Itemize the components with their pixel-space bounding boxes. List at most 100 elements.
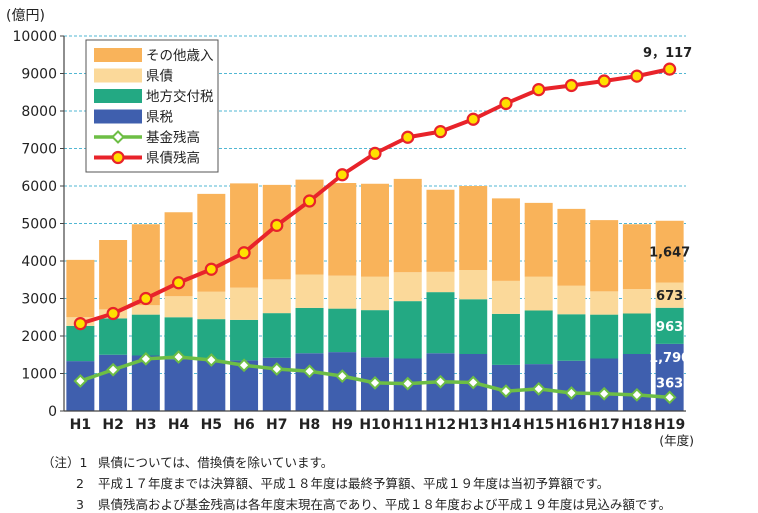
point-県債残高-H9 (335, 168, 349, 182)
point-県債残高-H19 (663, 62, 677, 76)
point-県債残高-H11 (401, 130, 415, 144)
point-県債残高-H15 (532, 83, 546, 97)
point-基金残高-H15 (531, 381, 546, 396)
legend-marker-県債残高 (111, 150, 125, 165)
bar-H3-県債 (131, 305, 160, 315)
bar-H11-県債 (393, 272, 422, 302)
point-基金残高-H18 (629, 387, 644, 402)
bar-H13-県債 (459, 270, 488, 300)
y-tick-label: 3000 (21, 292, 57, 308)
bar-H12-地方交付税 (426, 292, 455, 354)
bar-H12-県債 (426, 271, 455, 293)
x-tick-label-H15: H15 (523, 417, 554, 433)
point-基金残高-H13 (466, 375, 481, 390)
y-tick-label: 2000 (21, 329, 57, 345)
x-tick-label-H1: H1 (70, 417, 91, 433)
bar-H2-その他歳入 (99, 240, 128, 310)
bar-H11-その他歳入 (393, 178, 422, 273)
legend-label-県税: 県税 (146, 110, 173, 126)
bar-H17-地方交付税 (590, 314, 619, 359)
y-tick-label: 0 (48, 404, 57, 420)
x-tick-label-H12: H12 (425, 417, 456, 433)
bar-H8-県債 (295, 274, 324, 308)
x-tick-label-H16: H16 (556, 417, 587, 433)
point-基金残高-H8 (302, 364, 317, 379)
bar-H3-地方交付税 (131, 314, 160, 356)
bar-H4-県税 (164, 359, 193, 411)
bar-H19-県債 (655, 282, 684, 308)
bar-H5-県債 (197, 291, 226, 320)
note-2-text: 平成１７年度までは決算額、平成１８年度は最終予算額、平成１９年度は当初予算額です… (97, 476, 610, 491)
bar-H19-地方交付税 (655, 307, 684, 344)
point-基金残高-H3 (138, 351, 153, 366)
bar-H14-県債 (491, 280, 520, 314)
bar-H9-その他歳入 (328, 183, 357, 276)
point-基金残高-H19 (662, 390, 677, 405)
bar-H19-その他歳入 (655, 220, 684, 283)
bar-H17-その他歳入 (590, 220, 619, 292)
point-基金残高-H4 (171, 350, 186, 364)
x-tick-label-H3: H3 (135, 417, 156, 433)
note-3-text: 県債残高および基金残高は各年度末現在高であり、平成１８年度および平成１９年度は見… (97, 497, 672, 512)
point-基金残高-H6 (237, 358, 251, 373)
note-3-number: 3 (76, 497, 84, 512)
x-tick-label-H6: H6 (233, 417, 254, 433)
bar-H1-その他歳入 (66, 259, 95, 318)
bar-H8-県税 (295, 353, 324, 411)
bar-H8-地方交付税 (295, 307, 324, 354)
bar-H18-県税 (622, 354, 651, 411)
revenue-chart: 0 1000 2000 3000 4000 5000 6000 7000 8000 9000 100… (6, 8, 694, 448)
point-基金残高-H11 (400, 376, 415, 391)
data-label-3: 963 (656, 320, 683, 335)
y-tick-label: 5000 (21, 217, 57, 233)
point-基金残高-H5 (204, 353, 219, 367)
legend-label-基金残高: 基金残高 (146, 129, 200, 146)
data-label-0: 9，117 (643, 46, 692, 61)
note-1-number: （注）1 (42, 455, 88, 470)
bar-H13-その他歳入 (459, 186, 488, 270)
x-tick-label-H9: H9 (332, 417, 353, 433)
y-unit-label: (億円) (6, 8, 45, 24)
bar-H15-その他歳入 (524, 202, 553, 277)
x-tick-label-H7: H7 (266, 417, 287, 433)
bar-H10-県債 (361, 276, 389, 311)
bar-H17-県税 (590, 358, 619, 411)
point-県債残高-H16 (564, 78, 579, 93)
data-labels: 9，117 1,647 673 963 1,790 363 (643, 46, 692, 391)
point-県債残高-H1 (73, 317, 87, 331)
point-県債残高-H10 (368, 146, 382, 160)
point-基金残高-H7 (269, 362, 284, 376)
point-県債残高-H2 (106, 306, 120, 321)
note-3: 3 県債残高および基金残高は各年度末現在高であり、平成１８年度および平成１９年度… (42, 494, 671, 513)
note-1: （注）1 県債については、借換債を除いています。 (42, 452, 333, 471)
bar-H5-県税 (197, 360, 226, 411)
bar-H16-その他歳入 (557, 208, 586, 286)
bar-H18-県債 (622, 289, 651, 314)
point-県債残高-H6 (237, 246, 251, 260)
bar-H1-地方交付税 (66, 325, 95, 362)
data-label-5: 363 (656, 376, 683, 391)
bar-H14-地方交付税 (491, 313, 520, 365)
point-基金残高-H1 (73, 374, 88, 388)
bar-H16-地方交付税 (557, 314, 586, 361)
legend-swatch-その他歳入 (94, 48, 142, 62)
x-tick-label-H18: H18 (621, 417, 652, 433)
point-基金残高-H2 (106, 362, 121, 377)
point-基金残高-H14 (499, 384, 513, 399)
line-series (73, 62, 677, 405)
point-基金残高-H17 (597, 386, 612, 401)
data-label-4: 1,790 (649, 351, 690, 366)
x-tick-label-H17: H17 (589, 417, 620, 433)
bar-H18-その他歳入 (622, 224, 651, 290)
data-label-2: 673 (656, 289, 683, 304)
bar-H17-県債 (590, 291, 619, 315)
point-基金残高-H12 (433, 374, 448, 389)
x-unit-label: (年度) (659, 433, 694, 448)
y-tick-label: 8000 (21, 104, 57, 120)
bar-H11-地方交付税 (393, 301, 422, 359)
x-tick-label-H2: H2 (102, 417, 123, 433)
bar-H6-地方交付税 (230, 319, 259, 361)
bar-H6-その他歳入 (230, 183, 259, 288)
x-tick-label-H13: H13 (458, 417, 489, 433)
note-2: 2 平成１７年度までは決算額、平成１８年度は最終予算額、平成１９年度は当初予算額… (42, 473, 609, 492)
